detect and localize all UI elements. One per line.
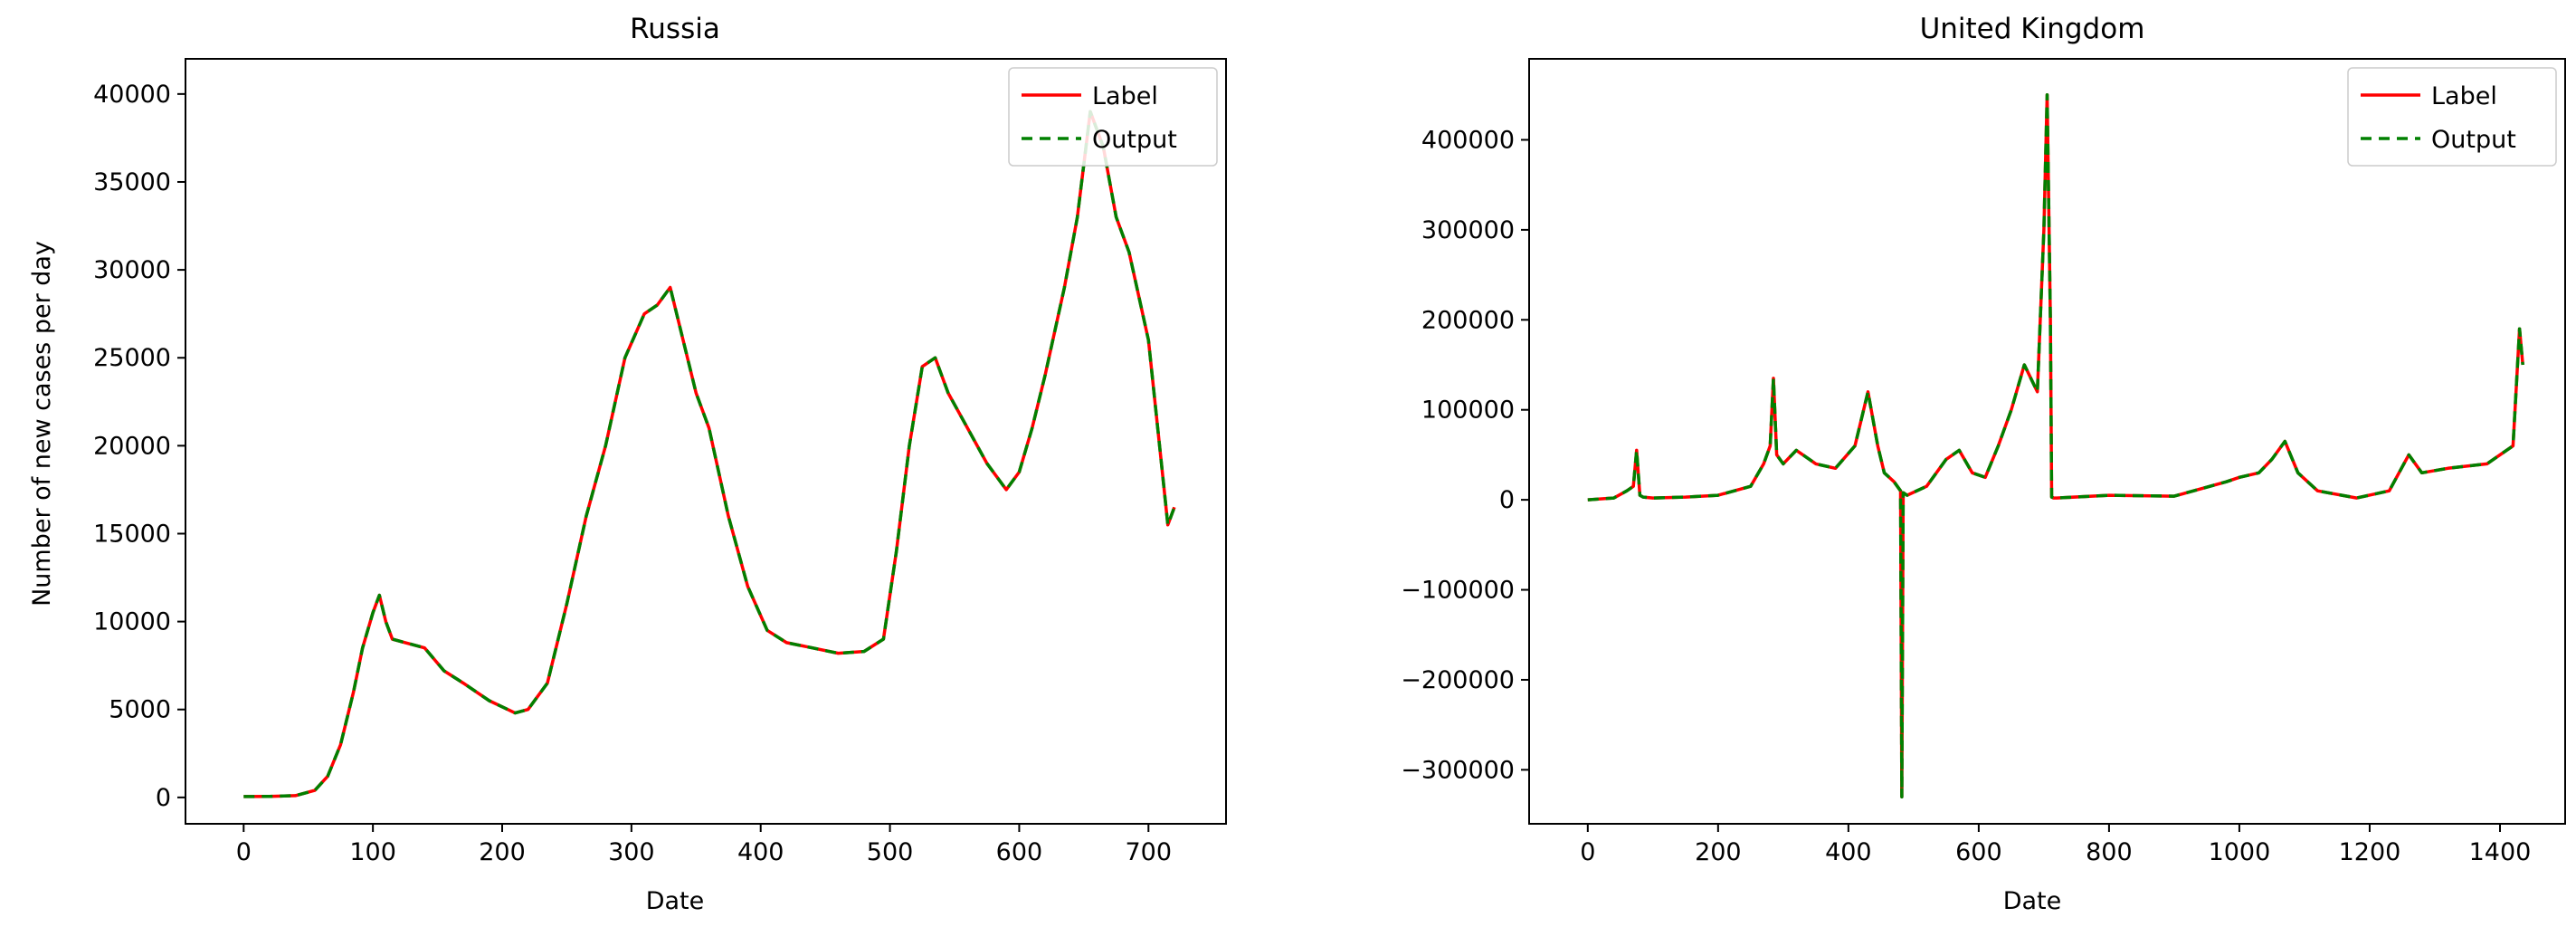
y-tick-label: 35000: [93, 168, 171, 196]
series-line-output: [243, 110, 1176, 798]
series-line-label: [1587, 93, 2524, 798]
x-tick-label: 100: [349, 838, 396, 866]
legend-label-output: Output: [1092, 126, 1177, 154]
x-tick-label: 600: [1955, 838, 2002, 866]
chart-russia: Russia Date Number of new cases per day …: [28, 13, 1227, 915]
y-tick-label: 15000: [93, 520, 171, 548]
y-tick-label: 10000: [93, 608, 171, 636]
y-tick-label: 25000: [93, 344, 171, 372]
x-axis-label: Date: [2003, 887, 2062, 915]
y-tick-label: 5000: [109, 696, 171, 724]
x-tick-label: 0: [236, 838, 252, 866]
chart-title: Russia: [630, 13, 720, 45]
y-tick-label: −100000: [1401, 577, 1515, 605]
y-tick-label: 0: [156, 784, 171, 812]
legend-box: [1008, 67, 1218, 167]
x-tick-label: 200: [479, 838, 526, 866]
legend: Label Output: [2347, 67, 2557, 167]
y-tick-label: 400000: [1421, 126, 1515, 154]
legend: Label Output: [1008, 67, 1218, 167]
x-tick-label: 1200: [2339, 838, 2401, 866]
y-tick-label: 30000: [93, 256, 171, 284]
y-tick-label: 100000: [1421, 397, 1515, 425]
x-tick-label: 400: [1825, 838, 1872, 866]
x-tick-label: 800: [2086, 838, 2133, 866]
x-tick-label: 1400: [2469, 838, 2532, 866]
x-tick-label: 300: [608, 838, 655, 866]
series-line-output: [1587, 93, 2524, 798]
x-tick-label: 0: [1580, 838, 1595, 866]
x-tick-label: 700: [1126, 838, 1173, 866]
chart-united-kingdom: United Kingdom Date 0 200 400 600 800 1000 120…: [1401, 13, 2566, 915]
plot-frame: [1528, 58, 2566, 825]
y-axis-label: Number of new cases per day: [28, 241, 56, 607]
y-tick-label: 40000: [93, 81, 171, 109]
legend-box: [2347, 67, 2557, 167]
y-tick-label: 20000: [93, 432, 171, 460]
plot-frame: [185, 58, 1227, 825]
legend-label-label: Label: [2431, 82, 2497, 110]
y-tick-label: 0: [1499, 486, 1515, 514]
x-axis-label: Date: [646, 887, 705, 915]
y-tick-label: 200000: [1421, 306, 1515, 334]
y-tick-label: −300000: [1401, 756, 1515, 784]
x-tick-label: 400: [737, 838, 784, 866]
x-tick-label: 600: [996, 838, 1043, 866]
chart-title: United Kingdom: [1920, 13, 2145, 45]
x-tick-label: 200: [1695, 838, 1742, 866]
x-tick-label: 1000: [2209, 838, 2271, 866]
legend-label-output: Output: [2431, 126, 2516, 154]
series-line-label: [243, 110, 1176, 798]
y-tick-label: −200000: [1401, 666, 1515, 694]
legend-label-label: Label: [1092, 82, 1158, 110]
x-tick-label: 500: [867, 838, 914, 866]
y-tick-label: 300000: [1421, 216, 1515, 244]
